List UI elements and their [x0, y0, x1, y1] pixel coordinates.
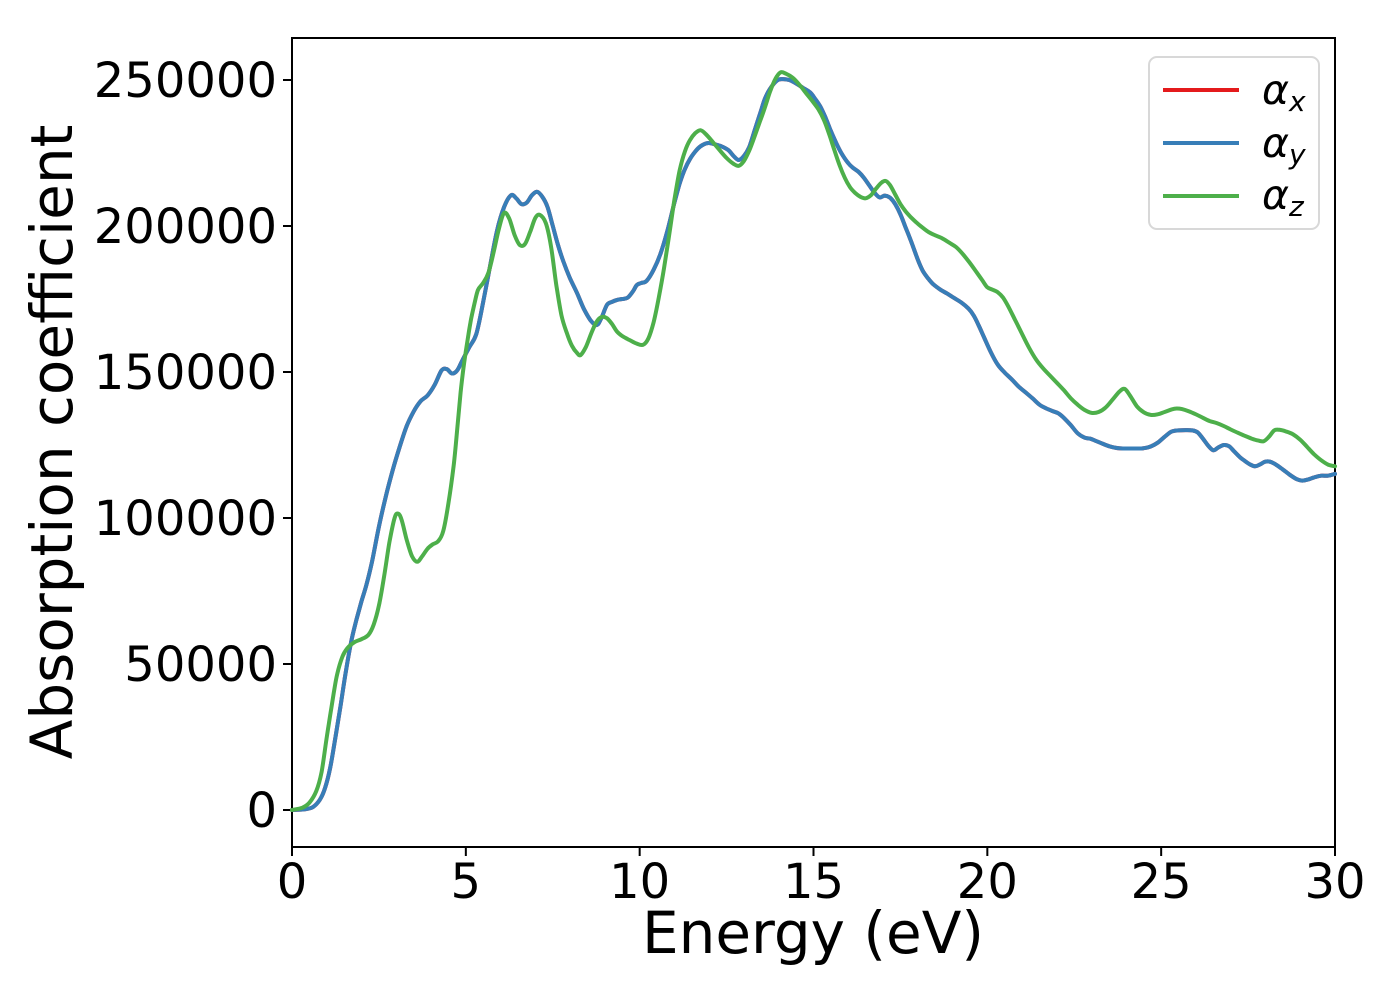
- legend-item-alpha_z: αz: [1163, 171, 1318, 224]
- y-tick-label-100000: 100000: [94, 491, 277, 547]
- legend: αx αy αz: [1148, 56, 1320, 230]
- series-line-alpha_y: [290, 77, 1337, 812]
- y-tick-label-250000: 250000: [94, 53, 277, 109]
- legend-label-alpha_z: αz: [1262, 171, 1304, 224]
- x-tick-label-25: 25: [1131, 854, 1192, 910]
- legend-line-swatch-alpha_z: [1163, 193, 1239, 198]
- legend-item-alpha_y: αy: [1163, 118, 1318, 171]
- legend-item-alpha_x: αx: [1163, 65, 1318, 118]
- legend-line-swatch-alpha_y: [1163, 141, 1239, 145]
- legend-label-alpha_x: αx: [1262, 65, 1306, 118]
- y-tick-label-0: 0: [246, 783, 277, 839]
- legend-line-swatch-alpha_x: [1163, 88, 1239, 93]
- x-tick-label-30: 30: [1304, 854, 1365, 910]
- x-tick-label-20: 20: [957, 854, 1018, 910]
- x-tick-label-0: 0: [277, 854, 308, 910]
- x-tick-label-10: 10: [609, 854, 670, 910]
- legend-label-alpha_y: αy: [1262, 118, 1306, 171]
- y-tick-label-150000: 150000: [94, 345, 277, 401]
- y-axis-label: Absorption coefficient: [18, 125, 86, 760]
- y-tick-label-200000: 200000: [94, 199, 277, 255]
- x-tick-label-15: 15: [783, 854, 844, 910]
- x-tick-label-5: 5: [451, 854, 482, 910]
- plot-layer: 0 5 10 15 20 25 30 0 50000 100000 150000 200000 2500…: [94, 37, 1366, 910]
- x-axis-label: Energy (eV): [642, 899, 984, 967]
- y-tick-label-50000: 50000: [124, 637, 277, 693]
- series-line-alpha_z: [290, 70, 1337, 812]
